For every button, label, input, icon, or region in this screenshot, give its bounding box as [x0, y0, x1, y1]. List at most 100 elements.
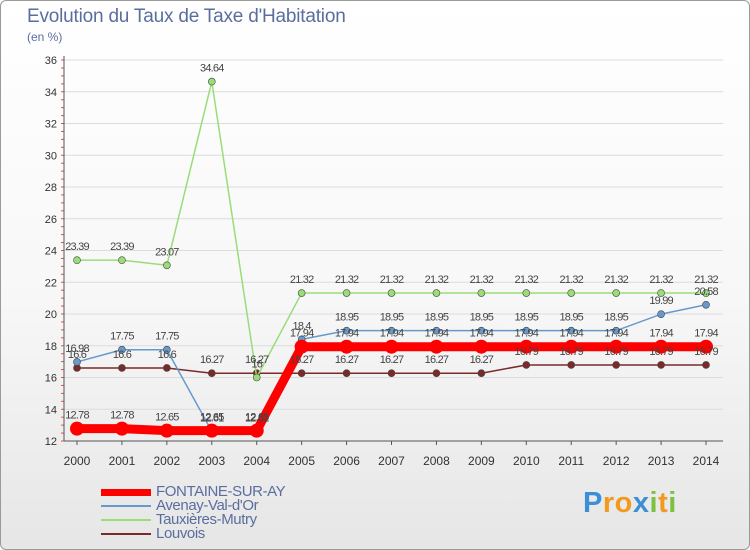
data-point-fontaine-sur-ay: [249, 423, 264, 438]
logo-letter-x: x: [632, 487, 650, 519]
chart-title: Evolution du Taux de Taxe d'Habitation: [27, 6, 346, 27]
data-label-avenay-val-d-or: 19.99: [649, 295, 673, 307]
data-point-fontaine-sur-ay: [564, 339, 579, 354]
data-label-fontaine-sur-ay: 17.94: [515, 328, 539, 340]
data-label-louvois: 16.27: [290, 354, 314, 366]
y-tick-label: 16: [45, 373, 57, 385]
data-point-louvois: [387, 369, 396, 378]
data-label-tauxi-res-mutry: 21.32: [694, 274, 718, 286]
data-point-tauxi-res-mutry: [612, 289, 620, 297]
x-tick-label: 2006: [333, 454, 360, 468]
data-label-louvois: 16.6: [68, 349, 87, 361]
data-label-fontaine-sur-ay: 17.94: [470, 328, 494, 340]
data-label-tauxi-res-mutry: 21.32: [380, 274, 404, 286]
data-point-tauxi-res-mutry: [118, 256, 126, 264]
y-tick-label: 18: [45, 341, 57, 353]
data-point-tauxi-res-mutry: [702, 289, 710, 297]
x-tick-label: 2014: [693, 454, 720, 468]
data-label-louvois: 16.6: [158, 349, 177, 361]
x-tick-label: 2013: [648, 454, 675, 468]
data-label-tauxi-res-mutry: 21.32: [425, 274, 449, 286]
data-point-fontaine-sur-ay: [294, 339, 309, 354]
data-point-fontaine-sur-ay: [654, 339, 669, 354]
legend-label-fontaine: FONTAINE-SUR-AY: [156, 483, 286, 500]
data-label-fontaine-sur-ay: 17.94: [649, 328, 673, 340]
y-tick-label: 24: [45, 246, 57, 258]
y-tick-label: 22: [45, 277, 57, 289]
data-point-louvois: [432, 369, 441, 378]
data-point-fontaine-sur-ay: [474, 339, 489, 354]
data-point-tauxi-res-mutry: [342, 289, 351, 297]
data-label-avenay-val-d-or: 18.95: [425, 312, 449, 324]
data-label-louvois: 16.27: [245, 354, 269, 366]
data-point-tauxi-res-mutry: [207, 77, 216, 86]
data-label-tauxi-res-mutry: 23.39: [110, 241, 134, 253]
legend-swatch-louvois: [101, 533, 151, 535]
data-point-avenay-val-d-or: [657, 310, 665, 318]
data-label-fontaine-sur-ay: 17.94: [290, 328, 314, 340]
data-point-tauxi-res-mutry: [73, 256, 81, 264]
legend-label-avenay: Avenay-Val-d'Or: [156, 497, 259, 514]
logo-letter-t: t: [658, 487, 669, 519]
data-point-avenay-val-d-or: [342, 326, 351, 335]
data-label-avenay-val-d-or: 12.61: [245, 412, 269, 424]
x-tick-label: 2007: [378, 454, 405, 468]
logo-letter-i2: i: [668, 487, 677, 519]
data-label-fontaine-sur-ay: 12.65: [200, 412, 224, 424]
y-tick-label: 28: [45, 182, 57, 194]
data-label-avenay-val-d-or: 18.4: [293, 320, 312, 332]
data-point-avenay-val-d-or: [477, 326, 486, 335]
data-point-tauxi-res-mutry: [163, 261, 171, 270]
data-point-tauxi-res-mutry: [252, 373, 261, 382]
data-point-louvois: [567, 361, 576, 369]
data-label-louvois: 16.27: [335, 354, 359, 366]
data-point-avenay-val-d-or: [118, 345, 126, 354]
data-label-avenay-val-d-or: 18.95: [380, 312, 404, 324]
data-label-tauxi-res-mutry: 21.32: [559, 274, 583, 286]
logo-letter-r: r: [602, 487, 615, 519]
data-label-louvois: 16.27: [470, 354, 494, 366]
data-label-fontaine-sur-ay: 17.94: [425, 328, 449, 340]
legend-label-louvois: Louvois: [156, 525, 205, 542]
data-point-avenay-val-d-or: [612, 326, 620, 335]
data-label-avenay-val-d-or: 18.95: [515, 312, 539, 324]
data-label-avenay-val-d-or: 12.61: [200, 412, 224, 424]
data-label-avenay-val-d-or: 18.95: [335, 312, 359, 324]
data-point-avenay-val-d-or: [432, 326, 441, 335]
x-tick-label: 2000: [64, 454, 91, 468]
data-label-louvois: 16.79: [649, 346, 673, 358]
y-tick-label: 26: [45, 214, 57, 226]
data-point-avenay-val-d-or: [522, 326, 531, 335]
data-label-avenay-val-d-or: 17.75: [110, 331, 134, 343]
data-label-avenay-val-d-or: 18.95: [470, 312, 494, 324]
logo-letter-o: o: [614, 487, 633, 519]
legend-item-fontaine: FONTAINE-SUR-AY: [101, 483, 286, 500]
data-point-louvois: [163, 364, 171, 372]
data-label-fontaine-sur-ay: 12.78: [65, 410, 89, 422]
data-label-louvois: 16.79: [515, 346, 539, 358]
data-label-tauxi-res-mutry: 23.07: [155, 246, 179, 258]
data-point-avenay-val-d-or: [567, 326, 576, 335]
y-tick-label: 14: [45, 404, 57, 416]
data-point-fontaine-sur-ay: [519, 339, 534, 354]
data-label-tauxi-res-mutry: 16: [251, 359, 262, 371]
data-point-louvois: [522, 361, 531, 369]
data-point-tauxi-res-mutry: [477, 289, 486, 297]
data-point-fontaine-sur-ay: [609, 339, 624, 354]
proxiti-logo: Proxiti: [583, 487, 677, 520]
data-point-fontaine-sur-ay: [114, 421, 129, 436]
x-tick-label: 2003: [198, 454, 225, 468]
data-label-tauxi-res-mutry: 21.32: [470, 274, 494, 286]
data-point-louvois: [702, 361, 710, 369]
data-label-avenay-val-d-or: 20.58: [694, 286, 718, 298]
y-tick-label: 34: [45, 87, 57, 99]
data-label-tauxi-res-mutry: 21.32: [649, 274, 673, 286]
legend-item-louvois: Louvois: [101, 525, 285, 542]
logo-letter-p: P: [583, 487, 603, 519]
y-tick-label: 12: [45, 436, 57, 448]
y-axis-unit-label: (en %): [27, 30, 63, 44]
data-label-avenay-val-d-or: 18.95: [559, 312, 583, 324]
data-point-tauxi-res-mutry: [522, 289, 531, 297]
data-point-avenay-val-d-or: [387, 326, 396, 335]
